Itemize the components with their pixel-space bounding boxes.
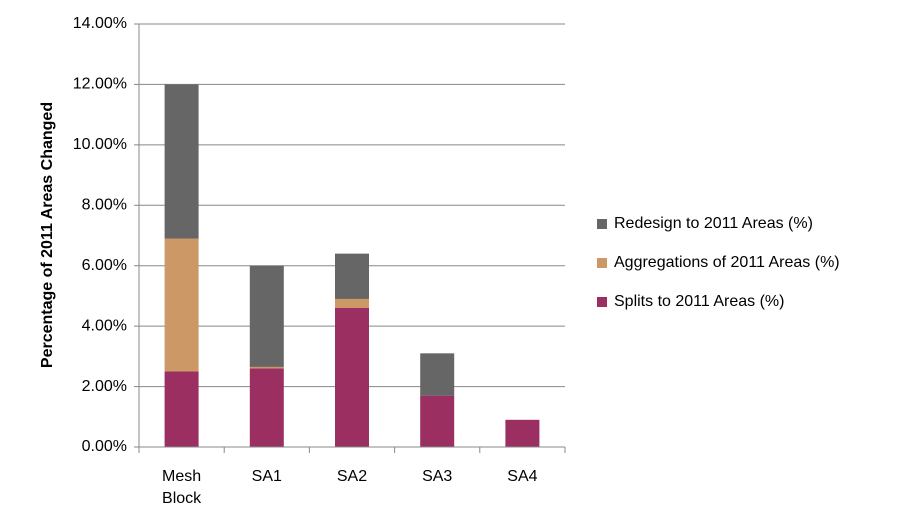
bars bbox=[164, 84, 540, 447]
bar-segment bbox=[249, 265, 284, 367]
x-tick-label: SA2 bbox=[337, 468, 367, 485]
bar-segment bbox=[335, 253, 369, 299]
x-tick-label: Block bbox=[162, 490, 202, 507]
bar-segment bbox=[249, 366, 284, 369]
bar-segment bbox=[164, 84, 199, 239]
legend-swatch bbox=[597, 219, 607, 229]
y-tick-label: 0.00% bbox=[82, 438, 127, 455]
bar-segment bbox=[164, 238, 199, 372]
legend-label: Redesign to 2011 Areas (%) bbox=[614, 215, 813, 232]
y-tick-label: 6.00% bbox=[82, 257, 127, 274]
x-tick-label: SA1 bbox=[252, 468, 282, 485]
x-tick-label: SA3 bbox=[422, 468, 452, 485]
legend-swatch bbox=[597, 297, 607, 307]
y-tick-labels: 0.00% 2.00% 4.00% 6.00% 8.00% 10.00% 12.00% 14.… bbox=[73, 15, 127, 455]
axes bbox=[134, 23, 566, 453]
bar-segment bbox=[335, 308, 369, 447]
y-tick-label: 10.00% bbox=[73, 136, 127, 153]
y-tick-label: 12.00% bbox=[73, 76, 127, 93]
legend-label: Aggregations of 2011 Areas (%) bbox=[614, 254, 840, 271]
y-tick-label: 8.00% bbox=[82, 197, 127, 214]
bar-segment bbox=[249, 368, 284, 447]
y-tick-label: 2.00% bbox=[82, 378, 127, 395]
bar-segment bbox=[335, 298, 369, 309]
bar-segment bbox=[420, 395, 455, 447]
x-tick-labels: Mesh Block SA1 SA2 SA3 SA4 bbox=[162, 468, 538, 507]
bar-segment bbox=[505, 419, 540, 447]
y-tick-label: 14.00% bbox=[73, 15, 127, 32]
x-tick-label: SA4 bbox=[507, 468, 537, 485]
y-axis-label: Percentage of 2011 Areas Changed bbox=[39, 102, 56, 368]
bar-segment bbox=[164, 371, 199, 447]
legend: Redesign to 2011 Areas (%) Aggregations o… bbox=[597, 215, 840, 310]
y-tick-label: 4.00% bbox=[82, 317, 127, 334]
x-tick-label: Mesh bbox=[162, 468, 201, 485]
legend-swatch bbox=[597, 258, 607, 268]
legend-label: Splits to 2011 Areas (%) bbox=[614, 293, 784, 310]
bar-segment bbox=[420, 353, 455, 396]
